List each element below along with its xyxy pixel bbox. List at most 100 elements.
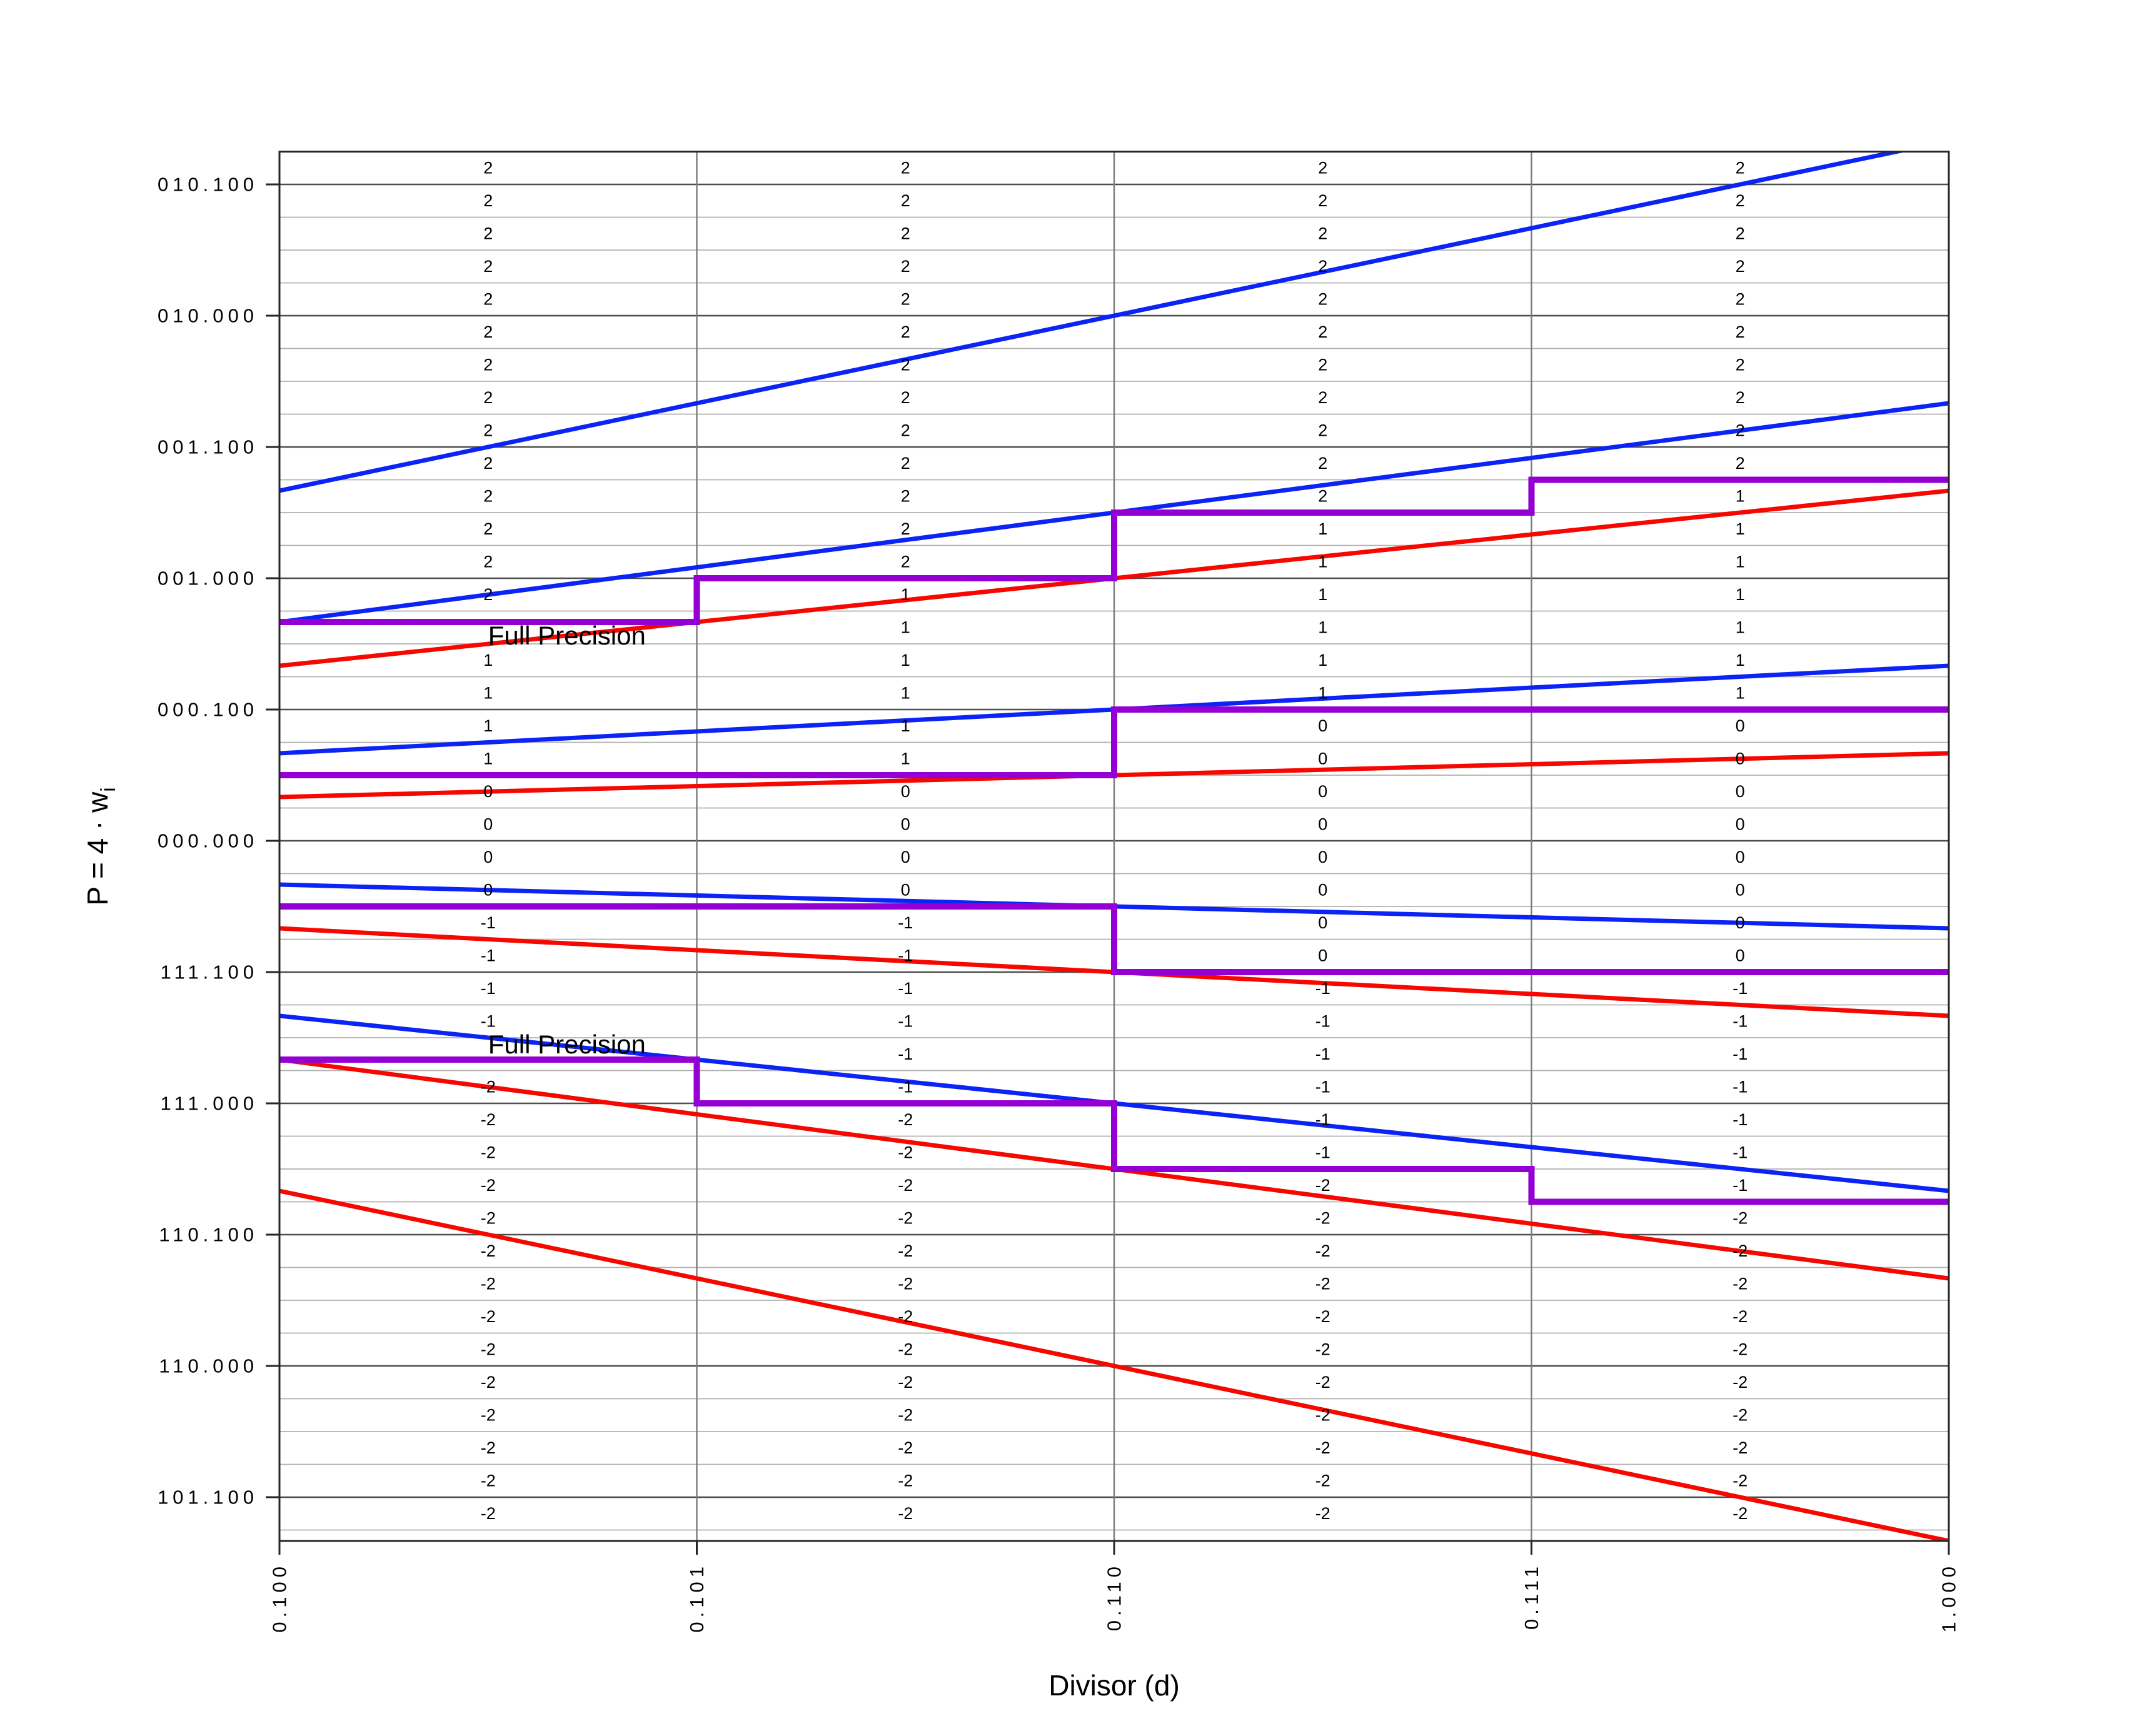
digit-label: 0 bbox=[1736, 815, 1745, 834]
y-tick-label: 111.000 bbox=[161, 1092, 258, 1114]
digit-label: 2 bbox=[901, 421, 910, 440]
digit-label: -1 bbox=[1315, 979, 1330, 998]
digit-label: 1 bbox=[1736, 487, 1745, 506]
digit-label: 2 bbox=[1736, 356, 1745, 374]
x-tick-label: 1.000 bbox=[1938, 1562, 1960, 1633]
digit-label: 0 bbox=[1736, 750, 1745, 768]
digit-label: -1 bbox=[481, 913, 496, 932]
digit-label: 0 bbox=[1736, 946, 1745, 965]
digit-label: -2 bbox=[1315, 1209, 1330, 1228]
digit-label: 2 bbox=[901, 257, 910, 276]
digit-label: -2 bbox=[1315, 1275, 1330, 1293]
digit-label: 1 bbox=[483, 684, 493, 703]
digit-label: -2 bbox=[898, 1242, 913, 1260]
y-axis-title-main: P = 4 · w bbox=[81, 791, 114, 906]
digit-label: 2 bbox=[483, 421, 493, 440]
digit-label: 0 bbox=[1736, 913, 1745, 932]
digit-label: -2 bbox=[898, 1406, 913, 1425]
digit-label: -1 bbox=[1732, 1078, 1747, 1096]
digit-label: -2 bbox=[1732, 1406, 1747, 1425]
digit-label: 1 bbox=[1736, 553, 1745, 571]
digit-label: 2 bbox=[483, 290, 493, 309]
digit-label: 0 bbox=[901, 815, 910, 834]
digit-label: 2 bbox=[483, 553, 493, 571]
y-tick-label: 001.000 bbox=[158, 567, 258, 589]
digit-label: 0 bbox=[1318, 848, 1327, 866]
selection-staircase bbox=[279, 476, 1949, 626]
digit-label: 1 bbox=[1736, 585, 1745, 604]
digit-label: 2 bbox=[1736, 421, 1745, 440]
digit-label: -1 bbox=[481, 1012, 496, 1031]
digit-label: 1 bbox=[483, 716, 493, 735]
digit-label: 2 bbox=[483, 191, 493, 210]
selection-staircases bbox=[279, 476, 1949, 1205]
digit-label: -2 bbox=[898, 1143, 913, 1162]
digit-label: -2 bbox=[481, 1406, 496, 1425]
digit-label: 2 bbox=[901, 487, 910, 506]
digit-label: 0 bbox=[1318, 750, 1327, 768]
digit-label: -2 bbox=[481, 1472, 496, 1490]
y-tick-label: 010.000 bbox=[158, 304, 258, 326]
digit-label: 2 bbox=[901, 290, 910, 309]
digit-label: 2 bbox=[901, 356, 910, 374]
digit-label: 1 bbox=[1318, 618, 1327, 637]
x-tick-label: 0.101 bbox=[686, 1562, 708, 1633]
digit-label: 0 bbox=[1318, 913, 1327, 932]
digit-label: 2 bbox=[901, 519, 910, 538]
digit-label: -1 bbox=[1315, 1045, 1330, 1063]
digit-label: 2 bbox=[483, 356, 493, 374]
digit-label: 1 bbox=[901, 684, 910, 703]
digit-label: -2 bbox=[1732, 1307, 1747, 1326]
digit-label: 1 bbox=[901, 750, 910, 768]
digit-label: -2 bbox=[481, 1438, 496, 1457]
digit-label: -1 bbox=[898, 1012, 913, 1031]
digit-label: -2 bbox=[898, 1209, 913, 1228]
digit-label: -2 bbox=[481, 1504, 496, 1523]
digit-label: -1 bbox=[898, 1045, 913, 1063]
x-tick-label: 0.100 bbox=[269, 1562, 291, 1633]
digit-label: 2 bbox=[1736, 388, 1745, 407]
digit-label: -1 bbox=[481, 979, 496, 998]
digit-label: -2 bbox=[1732, 1242, 1747, 1260]
digit-label: -1 bbox=[1315, 1110, 1330, 1129]
digit-label: -2 bbox=[1315, 1340, 1330, 1359]
digit-label: -2 bbox=[481, 1209, 496, 1228]
digit-label: 2 bbox=[1318, 388, 1327, 407]
digit-label: 2 bbox=[1318, 421, 1327, 440]
digit-label: 2 bbox=[1736, 191, 1745, 210]
digit-label: 2 bbox=[901, 454, 910, 473]
digit-label: 1 bbox=[1736, 519, 1745, 538]
digit-label: 2 bbox=[901, 191, 910, 210]
digit-label: -2 bbox=[1315, 1438, 1330, 1457]
digit-label: -2 bbox=[481, 1275, 496, 1293]
digit-label: 1 bbox=[901, 618, 910, 637]
digit-label: 2 bbox=[1736, 159, 1745, 178]
digit-label: -1 bbox=[898, 946, 913, 965]
digit-label: -2 bbox=[1315, 1176, 1330, 1195]
digit-label: 1 bbox=[1318, 651, 1327, 670]
digit-label: 2 bbox=[1318, 191, 1327, 210]
digit-label: 0 bbox=[483, 848, 493, 866]
digit-label: -2 bbox=[1732, 1438, 1747, 1457]
digit-label: -2 bbox=[898, 1307, 913, 1326]
digit-label: 2 bbox=[1318, 224, 1327, 243]
digit-label: -2 bbox=[898, 1110, 913, 1129]
digit-label: -2 bbox=[481, 1373, 496, 1392]
digit-label: -2 bbox=[481, 1307, 496, 1326]
digit-label: -2 bbox=[898, 1504, 913, 1523]
upper-bound-line-U2 bbox=[279, 151, 1908, 493]
digit-label: 1 bbox=[1736, 651, 1745, 670]
digit-label: 2 bbox=[1318, 257, 1327, 276]
digit-label: 2 bbox=[483, 487, 493, 506]
digit-label: -2 bbox=[1732, 1340, 1747, 1359]
digit-label: 0 bbox=[1318, 881, 1327, 900]
y-tick-label: 001.100 bbox=[158, 436, 258, 458]
digit-label: 0 bbox=[483, 782, 493, 801]
digit-label: 2 bbox=[901, 224, 910, 243]
y-tick-label: 110.000 bbox=[159, 1355, 258, 1377]
digit-label: 0 bbox=[901, 782, 910, 801]
digit-label: -1 bbox=[898, 913, 913, 932]
digit-label: -2 bbox=[898, 1373, 913, 1392]
selection-staircase bbox=[279, 903, 1949, 975]
